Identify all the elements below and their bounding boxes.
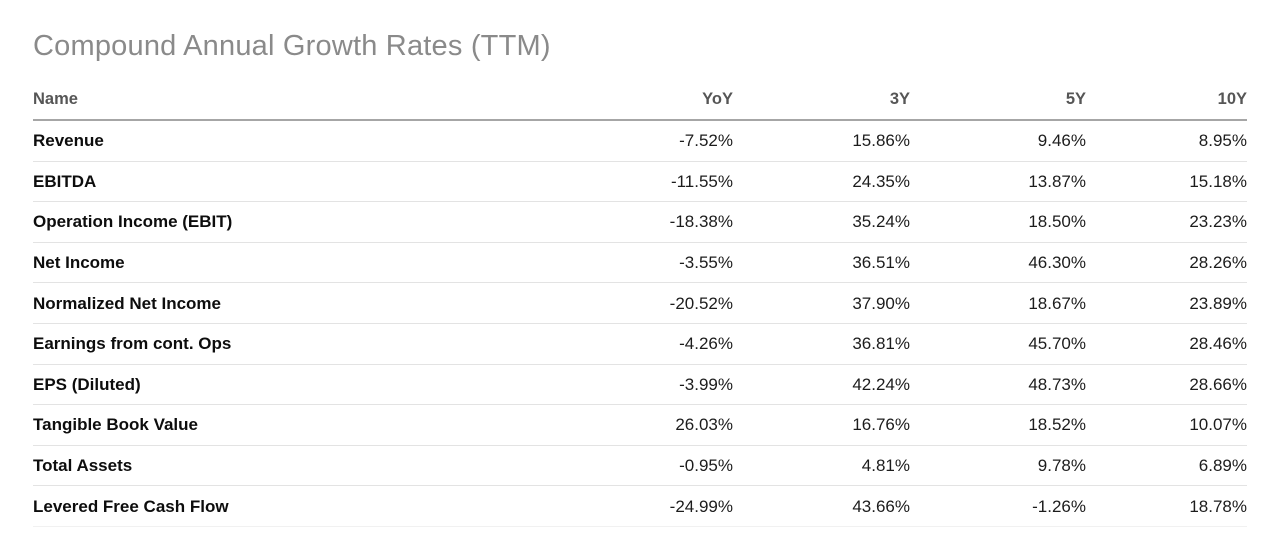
cell-3y: 15.86% [733,120,910,162]
row-label: Levered Free Cash Flow [33,485,553,527]
cell-yoy: -3.55% [553,242,733,284]
cell-yoy: 26.03% [553,404,733,446]
cell-3y: 4.81% [733,445,910,487]
row-label: Normalized Net Income [33,282,553,324]
table-row: Revenue -7.52% 15.86% 9.46% 8.95% [33,120,1247,162]
cell-3y: 24.35% [733,161,910,203]
cell-5y: 48.73% [910,364,1086,406]
cell-yoy: -11.55% [553,161,733,203]
table-row: Earnings from cont. Ops -4.26% 36.81% 45… [33,323,1247,365]
cell-10y: 6.89% [1086,445,1247,487]
cell-3y: 36.81% [733,323,910,365]
cell-yoy: -0.95% [553,445,733,487]
growth-rates-table: Name YoY 3Y 5Y 10Y Revenue -7.52% 15.86%… [33,64,1247,527]
cell-10y: 23.89% [1086,282,1247,324]
cell-10y: 28.46% [1086,323,1247,365]
cell-5y: 45.70% [910,323,1086,365]
table-row: Tangible Book Value 26.03% 16.76% 18.52%… [33,404,1247,446]
cell-5y: -1.26% [910,485,1086,527]
cell-10y: 28.26% [1086,242,1247,284]
table-row: Operation Income (EBIT) -18.38% 35.24% 1… [33,201,1247,243]
row-label: EBITDA [33,161,553,203]
cell-10y: 10.07% [1086,404,1247,446]
table-row: EBITDA -11.55% 24.35% 13.87% 15.18% [33,161,1247,203]
cell-3y: 16.76% [733,404,910,446]
cell-5y: 18.50% [910,201,1086,243]
table-row: Normalized Net Income -20.52% 37.90% 18.… [33,282,1247,324]
cell-5y: 9.78% [910,445,1086,487]
row-label: Earnings from cont. Ops [33,323,553,365]
row-label: Net Income [33,242,553,284]
row-label: Total Assets [33,445,553,487]
table-row: Total Assets -0.95% 4.81% 9.78% 6.89% [33,445,1247,487]
page-title: Compound Annual Growth Rates (TTM) [33,30,551,62]
row-label: Revenue [33,120,553,162]
cell-5y: 18.67% [910,282,1086,324]
cell-yoy: -3.99% [553,364,733,406]
cell-5y: 46.30% [910,242,1086,284]
cell-5y: 18.52% [910,404,1086,446]
column-header-yoy: YoY [553,64,733,121]
column-header-name: Name [33,64,553,121]
table-header: Name YoY 3Y 5Y 10Y [33,64,1247,121]
cell-10y: 23.23% [1086,201,1247,243]
cell-3y: 43.66% [733,485,910,527]
table-row: EPS (Diluted) -3.99% 42.24% 48.73% 28.66… [33,364,1247,406]
row-label: Operation Income (EBIT) [33,201,553,243]
cell-3y: 35.24% [733,201,910,243]
cagr-section: Compound Annual Growth Rates (TTM) Name … [0,29,1280,527]
cell-yoy: -24.99% [553,485,733,527]
table-row: Levered Free Cash Flow -24.99% 43.66% -1… [33,485,1247,527]
cell-10y: 8.95% [1086,120,1247,162]
cell-yoy: -20.52% [553,282,733,324]
cell-3y: 37.90% [733,282,910,324]
cell-yoy: -4.26% [553,323,733,365]
column-header-5y: 5Y [910,64,1086,121]
cell-3y: 42.24% [733,364,910,406]
cell-yoy: -18.38% [553,201,733,243]
cell-5y: 13.87% [910,161,1086,203]
cell-5y: 9.46% [910,120,1086,162]
cell-10y: 18.78% [1086,485,1247,527]
row-label: Tangible Book Value [33,404,553,446]
table-body: Revenue -7.52% 15.86% 9.46% 8.95% EBITDA… [33,120,1247,527]
column-header-3y: 3Y [733,64,910,121]
cell-10y: 15.18% [1086,161,1247,203]
cell-10y: 28.66% [1086,364,1247,406]
cell-yoy: -7.52% [553,120,733,162]
table-header-row: Name YoY 3Y 5Y 10Y [33,64,1247,121]
cell-3y: 36.51% [733,242,910,284]
table-row: Net Income -3.55% 36.51% 46.30% 28.26% [33,242,1247,284]
row-label: EPS (Diluted) [33,364,553,406]
column-header-10y: 10Y [1086,64,1247,121]
